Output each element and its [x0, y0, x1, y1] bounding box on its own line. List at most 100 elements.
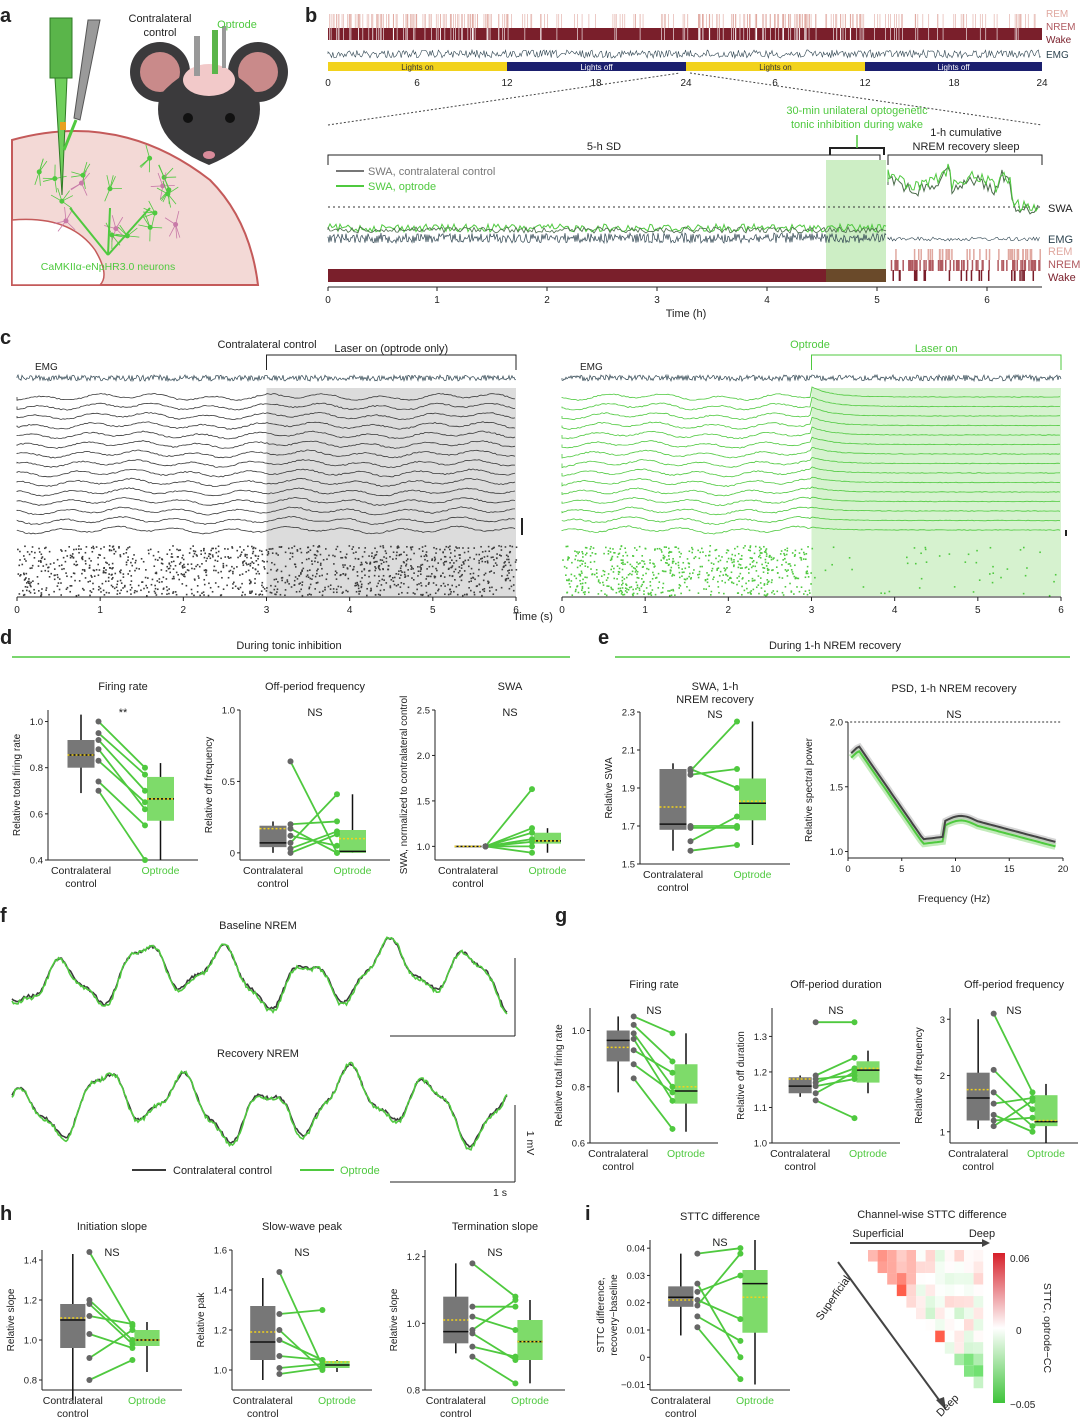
psd-contra-line [851, 747, 1055, 842]
pair-point-control [96, 788, 102, 794]
spike-raster-dot [638, 563, 640, 565]
spike-raster-dot [760, 577, 762, 579]
spike-raster-dot [679, 577, 681, 579]
spike-raster-dot [457, 594, 459, 596]
heatmap-cell [964, 1273, 974, 1285]
spike-raster-dot [239, 555, 241, 557]
spike-raster-dot [424, 555, 426, 557]
spike-raster-dot [195, 551, 197, 553]
spike-raster-dot [321, 575, 323, 577]
spike-raster-dot [706, 572, 708, 574]
spike-raster-dot [642, 574, 644, 576]
heatmap-cell [887, 1273, 897, 1285]
spike-raster-dot [383, 579, 385, 581]
spike-raster-dot [698, 577, 700, 579]
spike-raster-dot [386, 561, 388, 563]
spike-raster-dot [450, 591, 452, 593]
heatmap-cell [916, 1296, 926, 1308]
psd-x-tick-label: 0 [845, 864, 850, 875]
spike-raster-dot [420, 570, 422, 572]
spike-raster-dot [218, 572, 220, 574]
spike-raster-dot [756, 570, 758, 572]
spike-raster-dot [411, 568, 413, 570]
spike-raster-dot [84, 569, 86, 571]
spike-raster-dot [221, 577, 223, 579]
spike-raster-dot [1000, 577, 1002, 579]
spike-raster-dot [431, 558, 433, 560]
swa-opt-recovery [888, 164, 1038, 211]
spike-raster-dot [336, 589, 338, 591]
spike-raster-dot [596, 572, 598, 574]
spike-raster-dot [585, 565, 587, 567]
spike-raster-dot [468, 559, 470, 561]
spike-raster-dot [510, 565, 512, 567]
spike-raster-dot [204, 557, 206, 559]
cbar-tick-label: 0.06 [1010, 1254, 1030, 1265]
spike-raster-dot [602, 570, 604, 572]
pair-point-optrode [512, 1380, 518, 1386]
spike-raster-dot [632, 589, 634, 591]
spike-raster-dot [598, 581, 600, 583]
hypno-bottom-tick [928, 249, 930, 260]
x-label-control: control [962, 1161, 994, 1173]
spike-raster-dot [103, 590, 105, 592]
pair-point-control [991, 1089, 997, 1095]
spike-raster-dot [459, 576, 461, 578]
spike-raster-dot [425, 578, 427, 580]
spike-raster-dot [358, 591, 360, 593]
spike-raster-dot [436, 570, 438, 572]
heat-superficial-side: Superficial [814, 1274, 853, 1323]
spike-raster-dot [182, 583, 184, 585]
spike-raster-dot [488, 550, 490, 552]
spike-raster-dot [38, 565, 40, 567]
hypno-bottom-tick [910, 260, 912, 271]
panel-letter-e: e [598, 627, 609, 649]
spike-raster-dot [210, 554, 212, 556]
pair-line [691, 817, 738, 842]
spike-raster-dot [92, 583, 94, 585]
spike-raster-dot [363, 569, 365, 571]
spike-raster-dot [749, 564, 751, 566]
heatmap-cell [974, 1273, 984, 1285]
spike-raster-dot [636, 566, 638, 568]
spike-raster-dot [361, 562, 363, 564]
spike-raster-dot [476, 585, 478, 587]
spike-raster-dot [464, 570, 466, 572]
pair-point-control [276, 1353, 282, 1359]
neuron-soma [148, 225, 153, 230]
panel-g-plot: 0.60.81.0ContralateralcontrolOptrodeFiri… [554, 979, 718, 1173]
spike-raster-dot [481, 595, 483, 597]
emg-sleep [888, 237, 1040, 241]
spike-raster-dot [285, 552, 287, 554]
spike-raster-dot [705, 555, 707, 557]
state-label-nrem: NREM [1046, 22, 1075, 33]
spike-raster-dot [228, 577, 230, 579]
spike-raster-dot [509, 545, 511, 547]
time-tick-label: 0 [559, 605, 565, 616]
pair-point-optrode [142, 799, 148, 805]
spike-raster-dot [794, 555, 796, 557]
spike-raster-dot [346, 553, 348, 555]
stt-y-label-line1: STTC difference, [596, 1277, 607, 1352]
spike-raster-dot [668, 548, 670, 550]
spike-raster-dot [612, 548, 614, 550]
spike-raster-dot [281, 580, 283, 582]
spike-raster-dot [316, 570, 318, 572]
spike-raster-dot [562, 559, 564, 561]
neuron-soma [166, 187, 171, 192]
spike-raster-dot [383, 575, 385, 577]
spike-raster-dot [37, 576, 39, 578]
time-tick-label: 3 [809, 605, 815, 616]
spike-raster-dot [375, 561, 377, 563]
pair-point-optrode [1029, 1106, 1035, 1112]
pair-line [697, 1248, 740, 1253]
spike-raster-dot [157, 588, 159, 590]
spike-raster-dot [756, 562, 758, 564]
spike-raster-dot [487, 560, 489, 562]
heatmap-cell [887, 1250, 897, 1262]
spike-raster-dot [374, 570, 376, 572]
spike-raster-dot [622, 569, 624, 571]
spike-raster-dot [91, 576, 93, 578]
spike-raster-dot [613, 568, 615, 570]
spike-raster-dot [624, 578, 626, 580]
